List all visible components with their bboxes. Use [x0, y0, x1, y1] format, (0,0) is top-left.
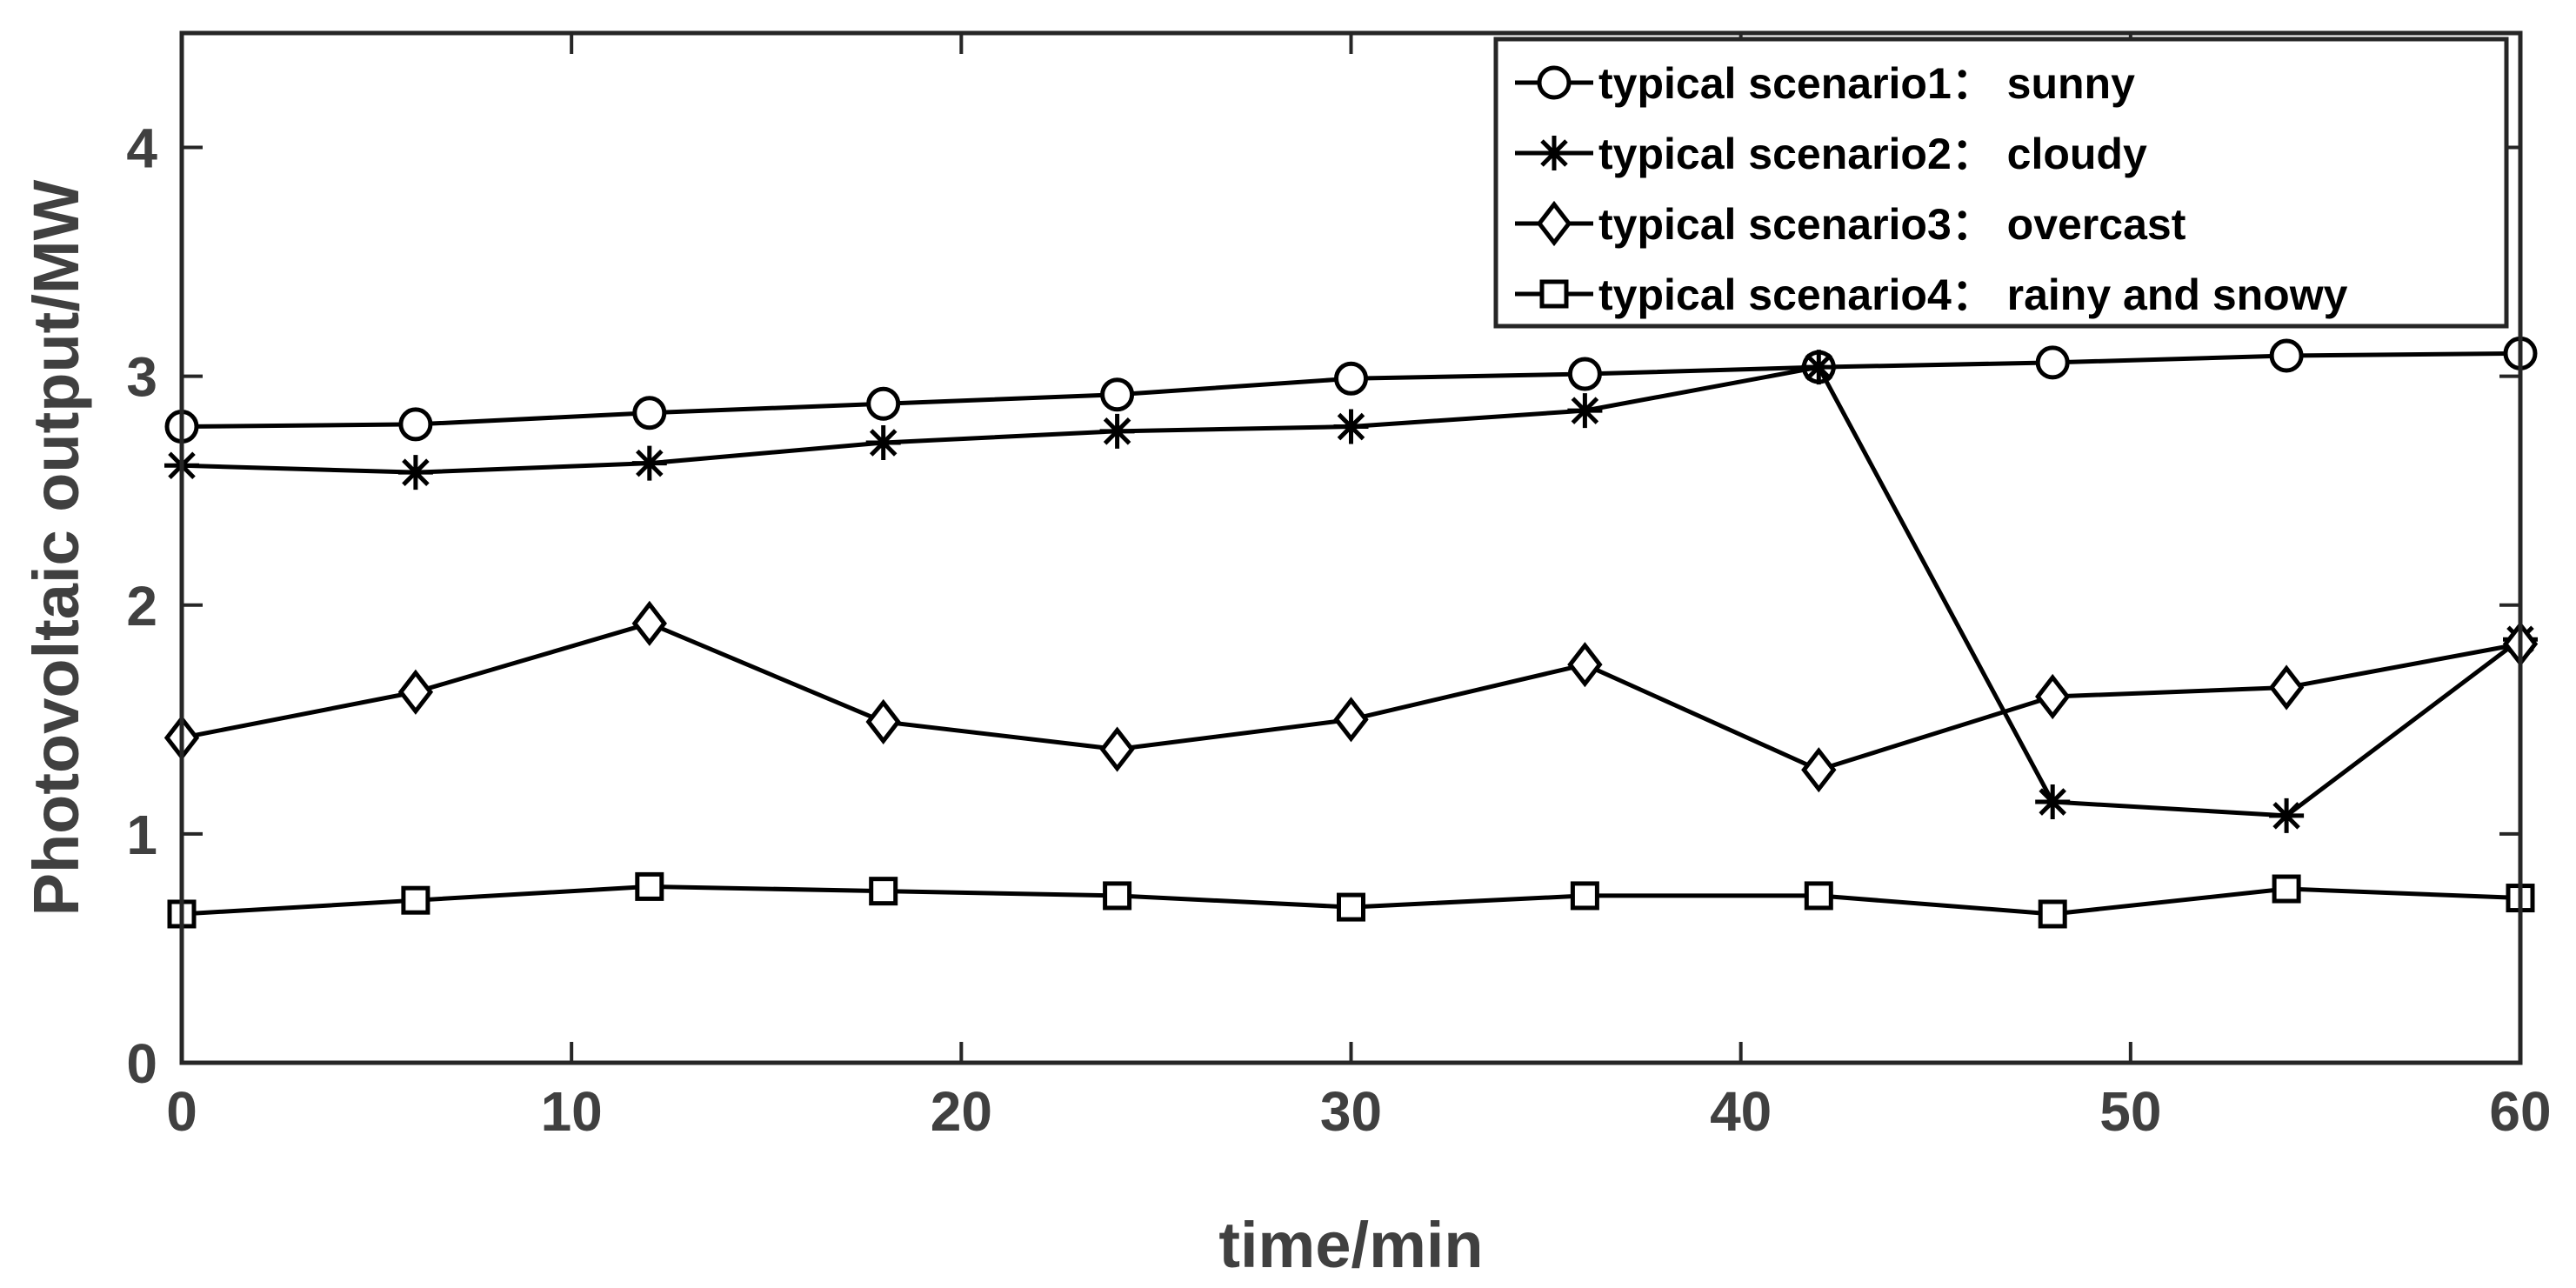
data-point-square [1570, 881, 1599, 911]
data-point-square [1103, 881, 1132, 911]
y-tick-label: 3 [126, 346, 157, 409]
data-point-square [2272, 874, 2301, 904]
series-2 [164, 350, 2538, 833]
data-point-star [397, 455, 433, 491]
legend-marker-circle [1537, 65, 1572, 100]
x-axis-label: time/min [1218, 1209, 1483, 1281]
x-tick-label: 60 [2489, 1080, 2551, 1143]
y-tick-label: 0 [126, 1032, 157, 1095]
legend: typical scenario1： sunny typical scenario… [1493, 37, 2509, 329]
data-point-square [869, 877, 898, 906]
x-tick-label: 0 [166, 1080, 197, 1143]
data-point-square [1804, 881, 1833, 911]
data-point-star [2269, 797, 2305, 833]
legend-marker-star [1537, 136, 1572, 170]
data-point-circle [1100, 377, 1135, 412]
legend-marker-diamond [1536, 200, 1572, 247]
legend-box [1493, 37, 2509, 329]
data-point-circle [1334, 361, 1368, 396]
data-point-circle [2035, 345, 2070, 380]
legend-label: typical scenario3： overcast [1598, 200, 2186, 249]
data-point-star [1567, 393, 1603, 429]
data-point-circle [2269, 338, 2304, 373]
y-tick-label: 4 [126, 117, 157, 180]
data-point-square [635, 871, 664, 901]
data-point-square [401, 885, 430, 915]
data-point-circle [866, 386, 901, 421]
legend-entry-3: typical scenario3： overcast [1515, 200, 2186, 249]
legend-entry-4: typical scenario4： rainy and snowy [1515, 270, 2348, 319]
data-point-circle [398, 407, 433, 442]
data-point-square [1337, 892, 1365, 922]
data-point-diamond [1099, 726, 1135, 772]
data-point-diamond [1567, 642, 1603, 688]
series-layer [164, 336, 2539, 929]
data-point-star [1333, 409, 1369, 444]
data-point-diamond [631, 600, 667, 646]
data-point-diamond [865, 698, 901, 745]
x-tick-label: 20 [931, 1080, 992, 1143]
plot-frame [179, 30, 2523, 1065]
data-point-square [2038, 899, 2067, 929]
y-tick-label: 2 [126, 575, 157, 637]
data-point-star [2035, 784, 2071, 820]
data-point-diamond [1333, 697, 1369, 743]
series-4 [167, 871, 2535, 929]
data-point-circle [632, 396, 667, 430]
y-axis-label: Photovoltaic output/MW [20, 179, 92, 916]
series-3 [164, 600, 2539, 793]
data-point-star [1099, 413, 1135, 449]
legend-entry-2: typical scenario2： cloudy [1515, 130, 2147, 178]
legend-entry-1: typical scenario1： sunny [1515, 59, 2135, 108]
data-point-circle [1567, 357, 1602, 391]
data-point-diamond [2035, 673, 2071, 720]
y-tick-label: 1 [126, 804, 157, 866]
data-point-diamond [1801, 747, 1837, 793]
series-line-3 [181, 621, 2521, 772]
data-point-star [1801, 350, 1837, 385]
data-point-diamond [397, 669, 434, 715]
data-point-star [865, 424, 901, 460]
data-point-star [631, 445, 667, 481]
legend-label: typical scenario1： sunny [1598, 59, 2135, 108]
legend-label: typical scenario2： cloudy [1598, 130, 2147, 178]
data-point-diamond [2268, 664, 2305, 711]
legend-marker-square [1539, 279, 1569, 309]
x-tick-label: 30 [1320, 1080, 1382, 1143]
x-tick-label: 10 [541, 1080, 603, 1143]
axis-ticks: 0 10 20 30 40 50 60 0 1 2 3 4 [126, 33, 2552, 1143]
x-tick-label: 50 [2099, 1080, 2161, 1143]
x-tick-label: 40 [1710, 1080, 1772, 1143]
legend-label: typical scenario4： rainy and snowy [1598, 270, 2348, 319]
